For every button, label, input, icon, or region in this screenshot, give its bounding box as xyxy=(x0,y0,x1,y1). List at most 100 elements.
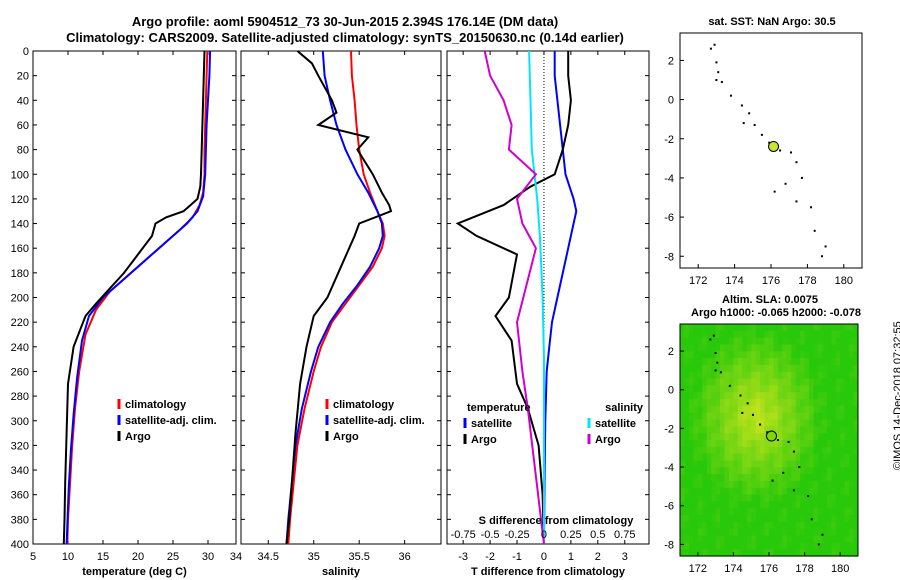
heat-cell xyxy=(795,508,801,516)
heat-cell xyxy=(729,453,734,461)
heat-cell xyxy=(791,405,797,414)
heat-cell xyxy=(742,440,748,448)
heat-cell xyxy=(835,378,841,386)
heat-cell xyxy=(702,440,708,448)
heat-cell xyxy=(826,528,832,537)
heat-cell xyxy=(777,467,783,475)
heat-cell xyxy=(742,385,748,393)
heat-cell xyxy=(737,419,743,427)
heat-cell xyxy=(751,385,757,393)
heat-cell xyxy=(773,528,779,537)
heat-cell xyxy=(782,501,788,509)
heat-cell xyxy=(804,515,810,523)
heat-cell xyxy=(720,494,725,502)
heat-cell xyxy=(706,358,712,366)
heat-cell xyxy=(809,549,814,557)
heat-cell xyxy=(746,515,752,523)
heat-cell xyxy=(684,440,690,448)
heat-cell xyxy=(840,371,846,380)
heat-cell xyxy=(733,433,739,441)
heat-cell xyxy=(769,542,774,550)
heat-cell xyxy=(782,515,788,523)
heat-cell xyxy=(764,392,770,400)
heat-cell xyxy=(853,515,859,523)
heat-cell xyxy=(746,549,752,557)
heat-cell xyxy=(853,378,859,386)
heat-cell xyxy=(746,508,752,516)
heat-cell xyxy=(804,324,810,332)
ytick-label: 260 xyxy=(11,366,29,378)
island-dot xyxy=(807,495,810,498)
heat-cell xyxy=(835,351,841,359)
heat-cell xyxy=(680,494,685,502)
heat-cell xyxy=(680,419,685,427)
heat-cell xyxy=(724,433,730,441)
island-dot xyxy=(748,112,751,115)
heat-cell xyxy=(742,535,748,543)
heat-cell xyxy=(764,521,770,530)
heat-cell xyxy=(706,330,712,339)
heat-cell xyxy=(702,364,708,373)
heat-cell xyxy=(844,324,850,332)
ytick-label: 20 xyxy=(17,71,29,83)
heat-cell xyxy=(795,392,801,400)
heat-cell xyxy=(715,378,721,386)
heat-cell xyxy=(697,351,703,359)
heat-cell xyxy=(742,494,748,502)
heat-cell xyxy=(684,494,690,502)
heat-cell xyxy=(786,494,792,502)
heat-cell xyxy=(813,419,819,427)
heat-cell xyxy=(777,412,783,421)
heat-cell xyxy=(711,419,717,427)
heat-cell xyxy=(742,330,748,339)
heat-cell xyxy=(737,426,743,434)
heat-cell xyxy=(751,480,757,489)
heat-cell xyxy=(831,324,837,332)
heat-cell xyxy=(737,467,743,475)
ytick-label: 40 xyxy=(17,95,29,107)
heat-cell xyxy=(804,412,810,421)
heat-cell xyxy=(702,549,708,557)
heat-cell xyxy=(831,440,837,448)
heat-cell xyxy=(800,487,806,496)
ytick-label: 300 xyxy=(11,416,29,428)
heat-cell xyxy=(737,474,743,482)
heat-cell xyxy=(800,515,806,523)
heat-cell xyxy=(724,521,730,530)
heat-cell xyxy=(733,480,739,489)
heat-cell xyxy=(733,521,739,530)
heat-cell xyxy=(684,521,690,530)
heat-cell xyxy=(826,460,832,468)
island-dot xyxy=(787,440,790,443)
heat-cell xyxy=(688,426,694,434)
heat-cell xyxy=(809,501,814,509)
heat-cell xyxy=(688,494,694,502)
heat-cell xyxy=(804,521,810,530)
heat-cell xyxy=(684,549,690,557)
heat-cell xyxy=(835,412,841,421)
heat-cell xyxy=(782,535,788,543)
heat-cell xyxy=(853,521,859,530)
heat-cell xyxy=(720,364,725,373)
heat-cell xyxy=(791,392,797,400)
heat-cell xyxy=(826,494,832,502)
heat-cell xyxy=(844,364,850,373)
heat-cell xyxy=(755,515,761,523)
heat-cell xyxy=(702,371,708,380)
heat-cell xyxy=(742,487,748,496)
island-dot xyxy=(766,431,769,434)
heat-cell xyxy=(818,446,823,455)
heat-cell xyxy=(773,494,779,502)
heat-cell xyxy=(688,399,694,407)
heat-cell xyxy=(769,501,774,509)
heat-cell xyxy=(804,337,810,345)
xtick-label-temperature: 15 xyxy=(97,551,109,563)
heat-cell xyxy=(764,364,770,373)
heat-cell xyxy=(813,330,819,339)
heat-cell xyxy=(800,426,806,434)
heat-cell xyxy=(769,494,774,502)
timestamp-label: ©IMOS 14-Dec-2018 07:32:55 xyxy=(892,321,900,470)
heat-cell xyxy=(760,508,766,516)
heat-cell xyxy=(804,508,810,516)
heat-cell xyxy=(706,426,712,434)
